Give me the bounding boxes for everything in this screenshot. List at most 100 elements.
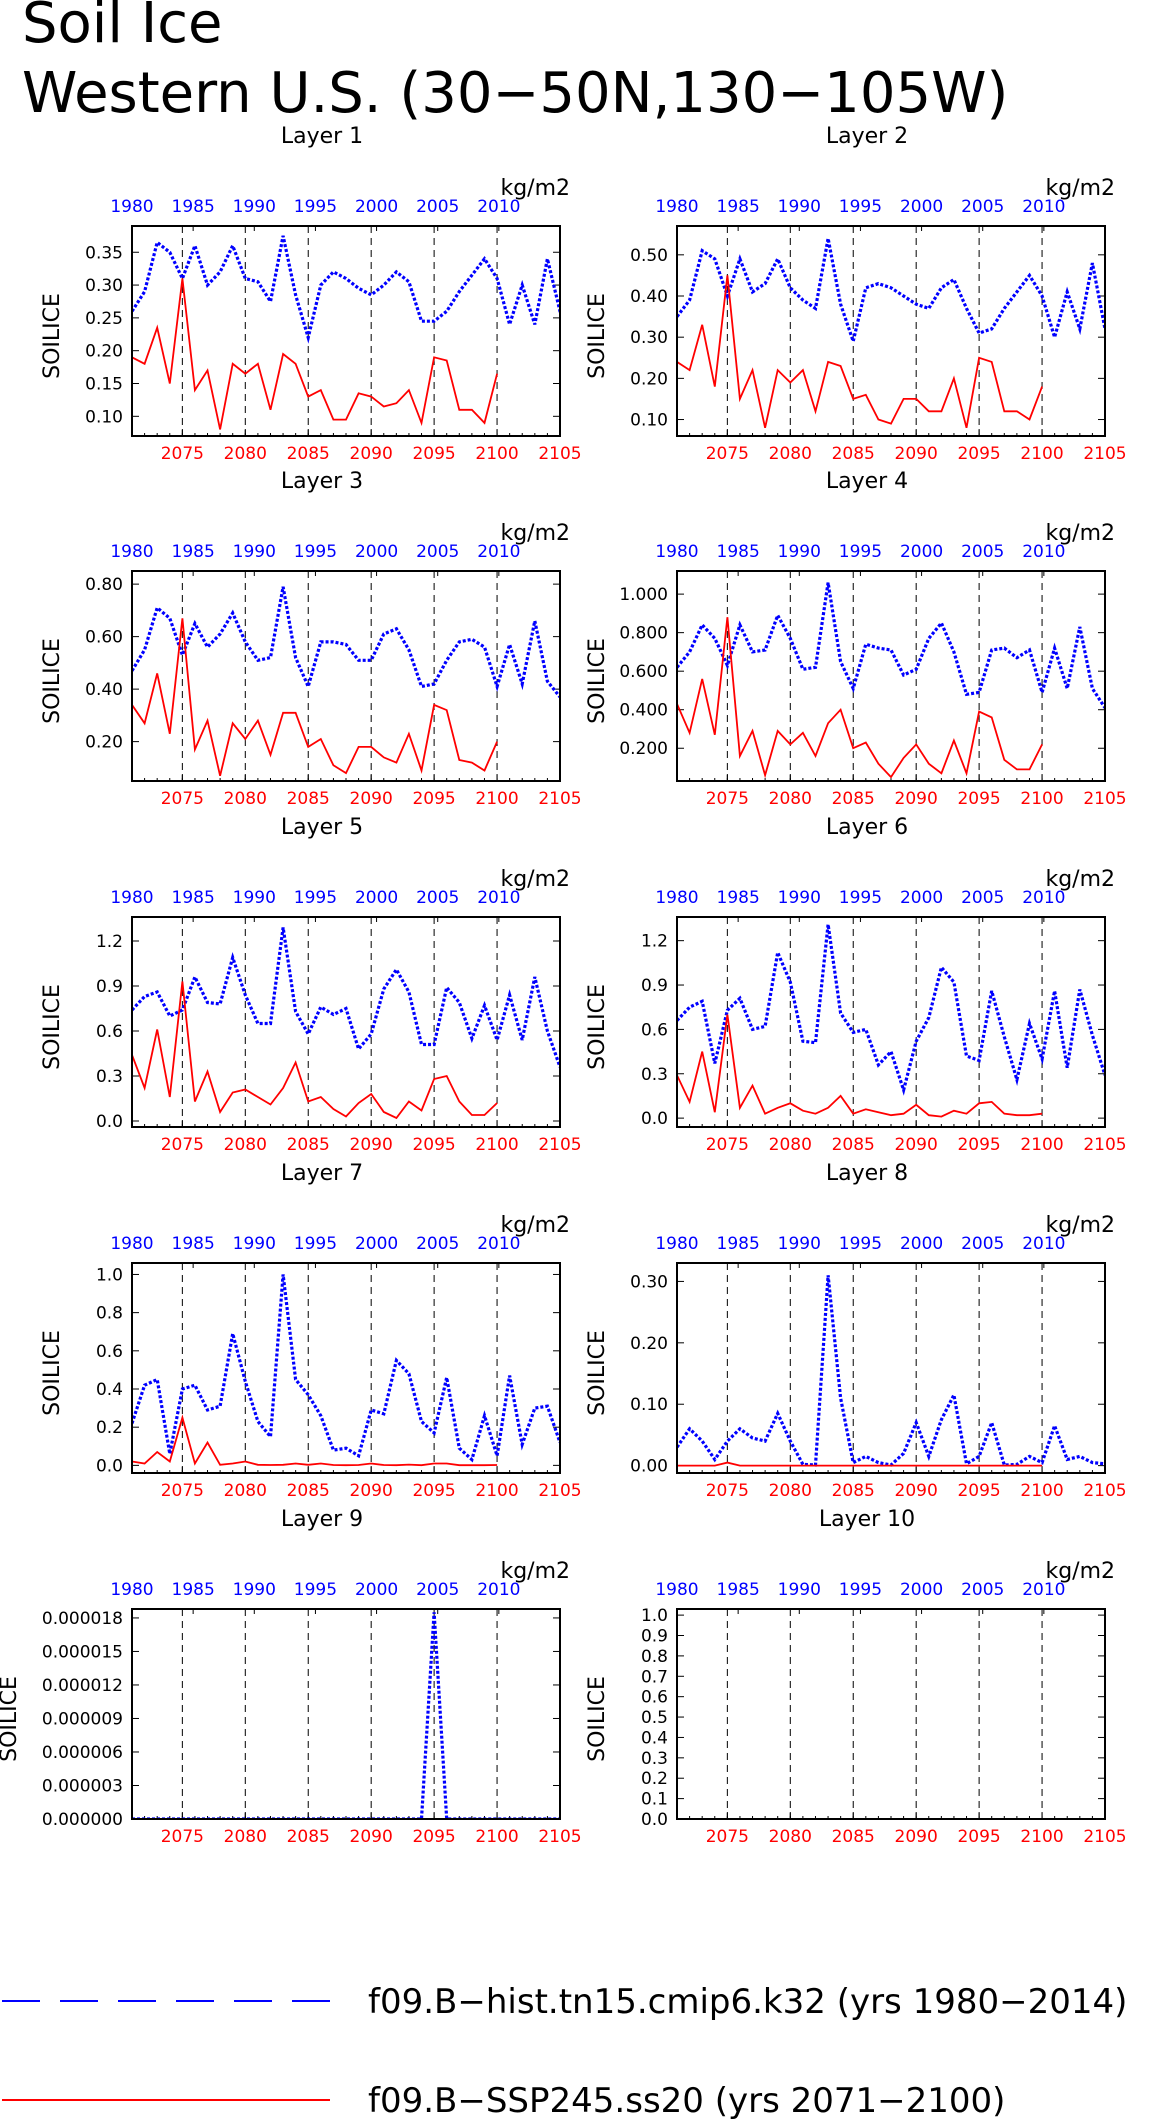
top-axis-label-2000: 2000 (355, 542, 398, 562)
top-axis-label-1995: 1995 (839, 542, 882, 562)
top-axis-label-1980: 1980 (110, 1234, 153, 1254)
top-axis-label-1980: 1980 (110, 197, 153, 217)
y-tick-label-0.6: 0.6 (641, 1688, 668, 1708)
y-tick-label-0.9: 0.9 (641, 976, 668, 996)
bottom-axis-label-2105: 2105 (538, 1135, 581, 1155)
panel-9: Layer 9 kg/m2 SOILICE 1980 1985 1990 1995 2000 2… (0, 1507, 582, 1847)
top-axis-label-2005: 2005 (961, 1234, 1004, 1254)
top-axis-label-1995: 1995 (839, 1234, 882, 1254)
y-tick-label-0.400: 0.400 (619, 701, 668, 721)
top-axis-label-2010: 2010 (477, 888, 520, 908)
y-tick-label-0.000003: 0.000003 (42, 1776, 123, 1796)
bottom-axis-label-2090: 2090 (895, 789, 938, 809)
top-axis-label-1990: 1990 (778, 542, 821, 562)
bottom-axis-label-2100: 2100 (475, 1135, 518, 1155)
legend-ssp-label: f09.B−SSP245.ss20 (yrs 2071−2100) (368, 2081, 1005, 2119)
bottom-axis-label-2105: 2105 (1083, 1827, 1126, 1847)
panels-group: Layer 1 kg/m2 SOILICE 1980 1985 1990 1995 2000 2… (0, 124, 1127, 1847)
legend: f09.B−hist.tn15.cmip6.k32 (yrs 1980−2014… (2, 1982, 1127, 2119)
y-tick-label-0.25: 0.25 (85, 309, 123, 329)
top-axis-label-1995: 1995 (294, 1580, 337, 1600)
y-tick-label-0.20: 0.20 (630, 369, 668, 389)
y-tick-label-0.7: 0.7 (641, 1667, 668, 1687)
units-label: kg/m2 (1045, 1559, 1115, 1584)
top-axis-label-1980: 1980 (655, 1580, 698, 1600)
bottom-axis-label-2095: 2095 (412, 1827, 455, 1847)
bottom-axis-label-2100: 2100 (1020, 1481, 1063, 1501)
y-tick-label-0.000018: 0.000018 (42, 1609, 123, 1629)
top-axis-label-2005: 2005 (961, 888, 1004, 908)
panel-7: Layer 7 kg/m2 SOILICE 1980 1985 1990 1995 2000 2… (40, 1161, 582, 1501)
bottom-axis-label-2105: 2105 (538, 1481, 581, 1501)
top-axis-label-2005: 2005 (416, 1234, 459, 1254)
figure-title-line2: Western U.S. (30−50N,130−105W) (22, 61, 1008, 126)
bottom-axis-label-2100: 2100 (475, 444, 518, 464)
top-axis-label-2010: 2010 (1022, 888, 1065, 908)
y-tick-label-0.3: 0.3 (641, 1065, 668, 1085)
units-label: kg/m2 (500, 1559, 570, 1584)
y-tick-label-0.80: 0.80 (85, 575, 123, 595)
panel-title: Layer 7 (281, 1161, 363, 1186)
y-tick-label-0.000009: 0.000009 (42, 1709, 123, 1729)
bottom-axis-label-2090: 2090 (895, 1135, 938, 1155)
series-line-hist (677, 924, 1105, 1096)
y-tick-label-0.3: 0.3 (96, 1067, 123, 1087)
series-line-ssp (132, 278, 498, 430)
y-axis-label: SOILICE (585, 1330, 610, 1416)
bottom-axis-label-2100: 2100 (1020, 1827, 1063, 1847)
bottom-axis-label-2100: 2100 (1020, 444, 1063, 464)
y-tick-label-0.000000: 0.000000 (42, 1810, 123, 1830)
series-line-ssp (677, 275, 1043, 429)
bottom-axis-label-2105: 2105 (1083, 444, 1126, 464)
bottom-axis-label-2100: 2100 (1020, 789, 1063, 809)
y-axis-label: SOILICE (40, 638, 65, 724)
bottom-axis-label-2075: 2075 (161, 1827, 204, 1847)
bottom-axis-label-2100: 2100 (475, 1827, 518, 1847)
y-axis-label: SOILICE (40, 1330, 65, 1416)
top-axis-label-2005: 2005 (416, 542, 459, 562)
y-tick-label-0.20: 0.20 (85, 342, 123, 362)
y-axis-label: SOILICE (585, 1676, 610, 1762)
y-axis-label: SOILICE (585, 984, 610, 1070)
y-tick-label-0.8: 0.8 (96, 1304, 123, 1324)
panel-2: Layer 2 kg/m2 SOILICE 1980 1985 1990 1995 2000 2… (585, 124, 1127, 464)
bottom-axis-label-2085: 2085 (287, 1135, 330, 1155)
panel-3: Layer 3 kg/m2 SOILICE 1980 1985 1990 1995 2000 2… (40, 469, 582, 809)
plot-frame (676, 570, 1106, 782)
y-tick-label-0.0: 0.0 (96, 1112, 123, 1132)
y-axis-label: SOILICE (585, 638, 610, 724)
bottom-axis-label-2090: 2090 (895, 1481, 938, 1501)
bottom-axis-label-2075: 2075 (706, 789, 749, 809)
top-axis-label-2005: 2005 (416, 888, 459, 908)
y-tick-label-1.000: 1.000 (619, 585, 668, 605)
series-line-hist (677, 1275, 1105, 1467)
series-line-ssp (132, 1414, 498, 1467)
top-axis-label-1990: 1990 (233, 542, 276, 562)
bottom-axis-label-2095: 2095 (957, 444, 1000, 464)
plot-frame (131, 225, 561, 437)
panel-6: Layer 6 kg/m2 SOILICE 1980 1985 1990 1995 2000 2… (585, 815, 1127, 1155)
y-tick-label-0.35: 0.35 (85, 243, 123, 263)
y-axis-label: SOILICE (585, 293, 610, 379)
top-axis-label-1990: 1990 (233, 197, 276, 217)
series-line-hist (677, 582, 1105, 709)
plot-frame (131, 916, 561, 1128)
panel-title: Layer 6 (826, 815, 908, 840)
panel-10: Layer 10 kg/m2 SOILICE 1980 1985 1990 1995 2000… (585, 1507, 1127, 1847)
bottom-axis-label-2080: 2080 (769, 789, 812, 809)
series-line-hist (677, 238, 1105, 348)
series-line-ssp (132, 618, 498, 777)
top-axis-label-1985: 1985 (172, 197, 215, 217)
y-tick-label-0.20: 0.20 (85, 733, 123, 753)
bottom-axis-label-2075: 2075 (161, 444, 204, 464)
bottom-axis-label-2095: 2095 (412, 789, 455, 809)
plot-frame (676, 225, 1106, 437)
y-tick-label-0.4: 0.4 (641, 1728, 668, 1748)
series-line-ssp (132, 981, 498, 1120)
top-axis-label-1990: 1990 (778, 1580, 821, 1600)
top-axis-label-1995: 1995 (294, 542, 337, 562)
bottom-axis-label-2075: 2075 (161, 789, 204, 809)
y-tick-label-0.200: 0.200 (619, 739, 668, 759)
bottom-axis-label-2090: 2090 (350, 444, 393, 464)
top-axis-label-1980: 1980 (655, 1234, 698, 1254)
